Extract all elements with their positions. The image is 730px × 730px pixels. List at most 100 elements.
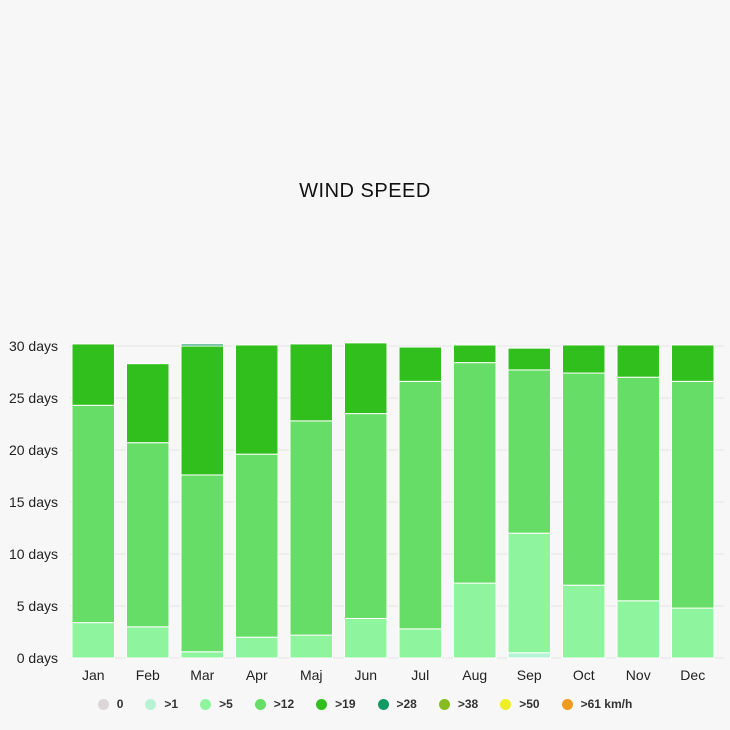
bar-segment[interactable] bbox=[126, 626, 170, 659]
chart-legend: 0 >1 >5 >12 >19 >28 >38 >50 >61 km/h bbox=[0, 697, 730, 711]
x-tick-label: Apr bbox=[246, 667, 268, 683]
legend-marker bbox=[97, 698, 109, 710]
y-tick-label: 0 days bbox=[17, 650, 58, 666]
legend-label: 0 bbox=[116, 697, 124, 711]
y-tick-label: 25 days bbox=[9, 390, 58, 406]
bar-segment[interactable] bbox=[398, 628, 442, 659]
bar-stack-apr[interactable] bbox=[235, 344, 279, 659]
bar-stack-dec[interactable] bbox=[671, 344, 715, 659]
bar-segment[interactable] bbox=[616, 376, 660, 602]
bar-stack-nov[interactable] bbox=[616, 344, 660, 659]
bar-segment[interactable] bbox=[453, 343, 497, 346]
legend-item[interactable]: 0 bbox=[97, 697, 124, 711]
legend-marker bbox=[438, 698, 450, 710]
y-tick-label: 20 days bbox=[9, 442, 58, 458]
legend-item[interactable]: >61 km/h bbox=[561, 697, 633, 711]
bar-segment[interactable] bbox=[453, 582, 497, 659]
bar-segment[interactable] bbox=[235, 344, 279, 455]
legend-item[interactable]: >1 bbox=[145, 697, 178, 711]
y-tick-label: 30 days bbox=[9, 338, 58, 354]
bar-segment[interactable] bbox=[453, 362, 497, 584]
x-tick-label: Feb bbox=[136, 667, 160, 683]
bar-segment[interactable] bbox=[507, 346, 551, 349]
legend-item[interactable]: >50 bbox=[500, 697, 540, 711]
legend-marker bbox=[316, 698, 328, 710]
bar-segment[interactable] bbox=[562, 584, 606, 659]
bar-segment[interactable] bbox=[562, 344, 606, 374]
bar-segment[interactable] bbox=[507, 652, 551, 659]
legend-label: >19 bbox=[335, 697, 356, 711]
bar-segment[interactable] bbox=[671, 380, 715, 609]
legend-item[interactable]: >28 bbox=[377, 697, 417, 711]
legend-label: >38 bbox=[457, 697, 479, 711]
bar-segment[interactable] bbox=[289, 634, 333, 659]
y-tick-label: 10 days bbox=[9, 546, 58, 562]
bar-segment[interactable] bbox=[180, 651, 224, 659]
bar-stack-sep[interactable] bbox=[507, 346, 551, 659]
bar-segment[interactable] bbox=[289, 343, 333, 422]
bar-segment[interactable] bbox=[671, 607, 715, 659]
x-tick-label: Jun bbox=[354, 667, 377, 683]
bar-segment[interactable] bbox=[126, 363, 170, 444]
x-tick-label: Mar bbox=[190, 667, 214, 683]
x-tick-label: Maj bbox=[300, 667, 323, 683]
legend-marker bbox=[254, 698, 266, 710]
bar-segment[interactable] bbox=[507, 347, 551, 371]
x-tick-label: Oct bbox=[573, 667, 595, 683]
x-tick-label: Dec bbox=[680, 667, 705, 683]
bar-stack-jun[interactable] bbox=[344, 342, 388, 659]
bar-stack-jan[interactable] bbox=[71, 343, 115, 659]
legend-marker bbox=[561, 698, 573, 710]
bar-segment[interactable] bbox=[616, 600, 660, 659]
y-tick-label: 15 days bbox=[9, 494, 58, 510]
bar-segment[interactable] bbox=[344, 617, 388, 659]
bar-segment[interactable] bbox=[71, 404, 115, 624]
legend-marker bbox=[145, 698, 157, 710]
legend-item[interactable]: >38 bbox=[438, 697, 479, 711]
bar-stack-jul[interactable] bbox=[398, 346, 442, 659]
bar-stack-aug[interactable] bbox=[453, 343, 497, 659]
x-tick-label: Aug bbox=[462, 667, 487, 683]
bar-segment[interactable] bbox=[126, 442, 170, 628]
bar-segment[interactable] bbox=[71, 343, 115, 406]
bar-segment[interactable] bbox=[344, 342, 388, 415]
bar-stack-mar[interactable] bbox=[180, 343, 224, 659]
bar-segment[interactable] bbox=[180, 474, 224, 653]
bar-segment[interactable] bbox=[180, 343, 224, 347]
legend-marker bbox=[500, 698, 512, 710]
legend-label: >50 bbox=[519, 697, 540, 711]
bar-segment[interactable] bbox=[344, 413, 388, 619]
bar-segment[interactable] bbox=[562, 372, 606, 586]
legend-marker bbox=[377, 698, 389, 710]
bar-segment[interactable] bbox=[235, 636, 279, 659]
legend-label: >5 bbox=[219, 697, 233, 711]
bar-segment[interactable] bbox=[616, 344, 660, 378]
x-tick-label: Jul bbox=[411, 667, 429, 683]
bar-stack-oct[interactable] bbox=[562, 344, 606, 659]
bar-segment[interactable] bbox=[453, 344, 497, 364]
x-tick-label: Nov bbox=[626, 667, 651, 683]
chart-title: WIND SPEED bbox=[299, 180, 431, 202]
bar-stack-feb[interactable] bbox=[126, 363, 170, 659]
legend-label: >1 bbox=[164, 697, 179, 711]
bar-segment[interactable] bbox=[398, 346, 442, 382]
x-tick-label: Jan bbox=[82, 667, 105, 683]
bar-segment[interactable] bbox=[398, 380, 442, 630]
legend-item[interactable]: >12 bbox=[254, 697, 294, 711]
bar-segment[interactable] bbox=[507, 532, 551, 654]
bar-segment[interactable] bbox=[180, 345, 224, 476]
x-tick-label: Sep bbox=[517, 667, 542, 683]
legend-marker bbox=[200, 698, 212, 710]
bar-segment[interactable] bbox=[289, 420, 333, 636]
bar-segment[interactable] bbox=[671, 344, 715, 382]
legend-item[interactable]: >19 bbox=[316, 697, 356, 711]
legend-label: >28 bbox=[396, 697, 417, 711]
legend-label: >61 km/h bbox=[580, 697, 633, 711]
legend-item[interactable]: >5 bbox=[200, 697, 233, 711]
bar-segment[interactable] bbox=[235, 453, 279, 638]
bar-segment[interactable] bbox=[507, 369, 551, 534]
bar-segment[interactable] bbox=[71, 622, 115, 659]
bar-stack-maj[interactable] bbox=[289, 343, 333, 659]
